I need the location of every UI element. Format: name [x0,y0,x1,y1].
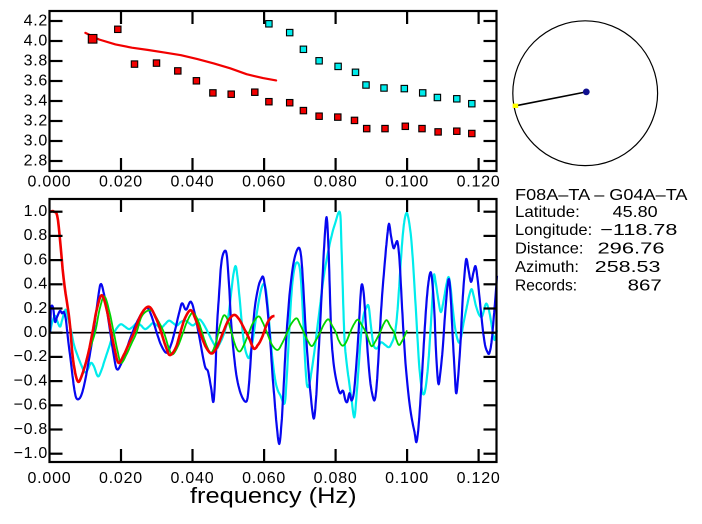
svg-text:0.6: 0.6 [24,251,48,268]
svg-text:4.0: 4.0 [24,32,48,49]
svg-text:1.0: 1.0 [24,203,48,220]
svg-text:0.040: 0.040 [170,470,214,487]
svg-text:0.8: 0.8 [24,227,48,244]
svg-text:−0.4: −0.4 [14,372,48,389]
svg-text:−0.8: −0.8 [14,421,48,438]
svg-text:Azimuth:: Azimuth: [515,259,579,276]
svg-text:0.020: 0.020 [99,470,143,487]
svg-text:Latitude:: Latitude: [515,204,580,221]
svg-text:0.040: 0.040 [170,174,214,191]
svg-text:45.80: 45.80 [613,204,658,221]
svg-text:0.120: 0.120 [457,174,501,191]
svg-text:−118.78: −118.78 [600,222,677,239]
svg-text:0.000: 0.000 [27,470,71,487]
svg-text:3.0: 3.0 [24,132,48,149]
svg-text:−1.0: −1.0 [14,445,48,462]
svg-text:0.100: 0.100 [385,470,429,487]
svg-text:Records:: Records: [515,277,577,294]
svg-text:0.000: 0.000 [27,174,71,191]
svg-text:0.020: 0.020 [99,174,143,191]
svg-text:0.0: 0.0 [24,324,48,341]
svg-text:296.76: 296.76 [598,240,665,257]
svg-text:0.080: 0.080 [314,174,358,191]
svg-text:3.4: 3.4 [24,92,48,109]
svg-text:0.100: 0.100 [385,174,429,191]
svg-text:F08A–TA – G04A–TA: F08A–TA – G04A–TA [515,187,688,204]
svg-text:258.53: 258.53 [595,259,661,276]
svg-text:2.8: 2.8 [24,152,48,169]
svg-text:−0.2: −0.2 [14,348,48,365]
svg-text:0.060: 0.060 [242,470,286,487]
svg-text:frequency (Hz): frequency (Hz) [190,483,357,508]
svg-text:Distance:: Distance: [515,240,583,257]
svg-text:867: 867 [628,277,662,294]
svg-text:0.120: 0.120 [457,470,501,487]
svg-text:−0.6: −0.6 [14,397,48,414]
svg-text:Longitude:: Longitude: [515,222,592,239]
svg-text:0.4: 0.4 [24,276,48,293]
svg-text:3.8: 3.8 [24,52,48,69]
svg-text:0.2: 0.2 [24,300,48,317]
svg-text:3.2: 3.2 [24,112,48,129]
svg-text:0.080: 0.080 [314,470,358,487]
svg-text:4.2: 4.2 [24,12,48,29]
svg-text:3.6: 3.6 [24,72,48,89]
svg-text:0.060: 0.060 [242,174,286,191]
